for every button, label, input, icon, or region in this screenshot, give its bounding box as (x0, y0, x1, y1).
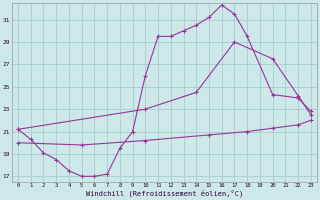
X-axis label: Windchill (Refroidissement éolien,°C): Windchill (Refroidissement éolien,°C) (86, 190, 243, 197)
